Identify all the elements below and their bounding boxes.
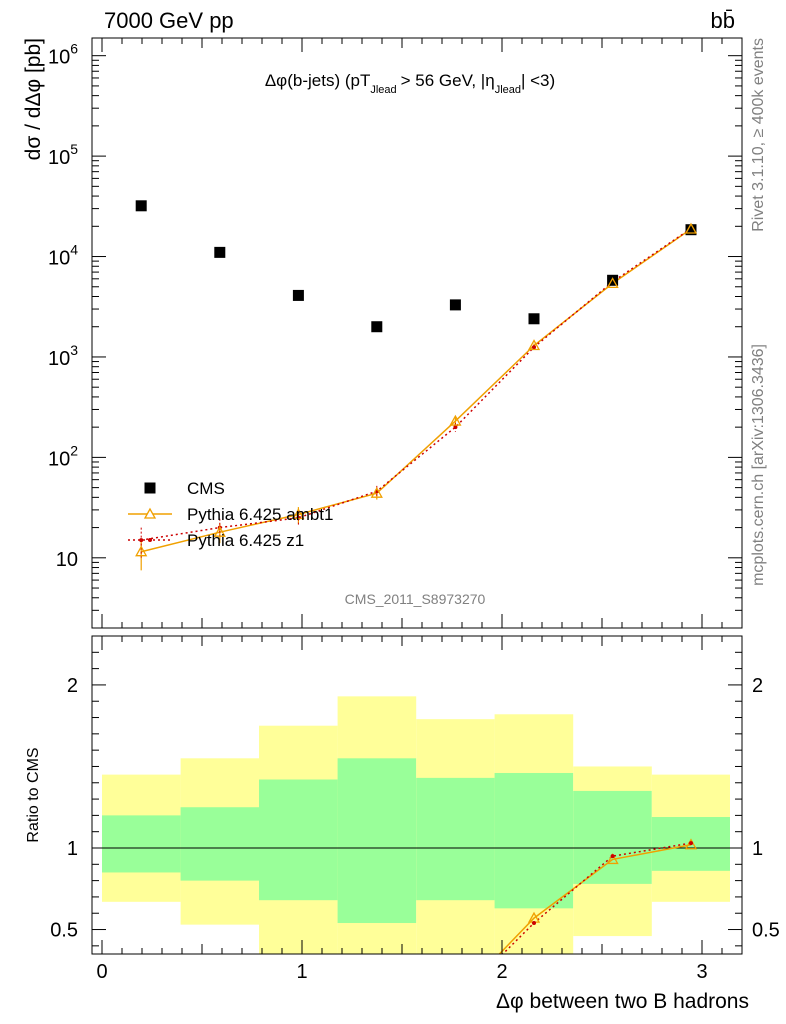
ambt1-point: [606, 277, 619, 289]
ambt1-line: [141, 228, 692, 553]
ratio-y-tick-label: 1: [67, 838, 78, 860]
ratio-y-tick-label-right: 2: [752, 675, 763, 697]
cms-point: [528, 313, 540, 325]
y-tick-label: 105: [48, 141, 78, 169]
ratio-band-inner: [180, 807, 259, 881]
cms-point: [292, 289, 304, 301]
legend-z1-label: Pythia 6.425 z1: [187, 531, 304, 550]
rivet-label: Rivet 3.1.10, ≥ 400k events: [750, 38, 767, 232]
ratio-band-inner: [337, 758, 417, 924]
ratio-y-axis: 0.5 0.5 1 1 2 2: [50, 651, 780, 947]
ratio-ambt1-point: [684, 838, 698, 850]
cms-point: [371, 321, 383, 333]
cms-point: [214, 246, 226, 258]
cms-point: [135, 200, 147, 212]
cms-point: [607, 274, 619, 286]
ratio-band-inner: [573, 790, 652, 884]
main-plot-title: Δφ(b-jets) (pTJlead > 56 GeV, |ηJlead| <3…: [265, 71, 555, 96]
y-tick-label: 10: [56, 549, 78, 571]
ambt1-point: [292, 508, 305, 520]
legend-cms-marker: [144, 482, 156, 494]
main-y-axis: 10 102 103 104 105 106: [48, 41, 742, 629]
process-label: bb̄: [711, 8, 735, 33]
ratio-band-inner: [102, 815, 181, 873]
main-plot: 10 102 103 104 105 106 Δφ(b-jets) (pTJlead > 5…: [22, 37, 743, 629]
ratio-z1-point: [610, 854, 615, 859]
z1-point: [139, 538, 144, 543]
z1-point: [532, 345, 536, 350]
y-tick-label: 104: [48, 242, 78, 270]
x-tick-label: 0: [96, 961, 107, 983]
legend-cms-label: CMS: [187, 479, 225, 498]
source-label: mcplots.cern.ch [arXiv:1306.3436]: [750, 344, 767, 586]
main-y-axis-label: dσ / dΔφ [pb]: [22, 38, 45, 160]
ambt1-point: [684, 222, 698, 234]
ratio-plot-frame: [91, 635, 743, 955]
x-tick-label: 2: [496, 961, 507, 983]
y-tick-label: 106: [48, 41, 78, 69]
legend: CMS Pythia 6.425 ambt1 Pythia 6.425 z1: [128, 479, 333, 550]
ambt1-point: [213, 525, 226, 537]
ratio-z1-line: [501, 842, 692, 954]
ratio-ambt1-point: [606, 853, 619, 865]
ratio-y-tick-label-right: 1: [752, 838, 763, 860]
ratio-y-tick-label: 0.5: [50, 920, 78, 942]
y-tick-label: 102: [48, 442, 78, 470]
z1-point: [453, 425, 458, 430]
y-tick-label: 103: [48, 342, 78, 370]
ratio-band-inner: [259, 779, 338, 901]
watermark: CMS_2011_S8973270: [345, 591, 486, 607]
x-axis-label: Δφ between two B hadrons: [496, 990, 749, 1013]
ratio-bands: [102, 696, 730, 954]
ratio-y-axis-label: Ratio to CMS: [25, 747, 42, 842]
ratio-series: [498, 838, 698, 954]
legend-ambt1-marker: [143, 507, 157, 519]
ratio-x-axis: 0 1 2 3: [96, 636, 723, 983]
x-tick-label: 3: [696, 961, 707, 983]
energy-label: 7000 GeV pp: [104, 8, 234, 33]
ratio-plot: 0.5 0.5 1 1 2 2 0 1 2 3 Ratio to CMS Δφ between …: [25, 635, 780, 1013]
cms-point: [449, 299, 461, 311]
ratio-ambt1-line: [498, 844, 692, 954]
ambt1-point: [527, 339, 541, 351]
main-series: [135, 200, 698, 571]
ratio-z1-point: [689, 841, 693, 846]
ratio-z1-point: [532, 921, 536, 926]
cms-point: [685, 224, 697, 236]
ratio-band-inner: [494, 772, 574, 909]
ambt1-point: [135, 545, 148, 557]
legend-z1-marker: [148, 538, 152, 542]
main-x-ticks: [101, 38, 723, 628]
ratio-band-inner: [416, 777, 495, 901]
legend-ambt1-label: Pythia 6.425 ambt1: [187, 505, 333, 524]
main-plot-frame: [91, 37, 743, 629]
ambt1-point: [370, 486, 383, 498]
ratio-y-tick-label-right: 0.5: [752, 920, 780, 942]
x-tick-label: 1: [296, 961, 307, 983]
ratio-y-tick-label: 2: [67, 675, 78, 697]
ambt1-point: [449, 414, 462, 426]
z1-line: [141, 227, 692, 541]
